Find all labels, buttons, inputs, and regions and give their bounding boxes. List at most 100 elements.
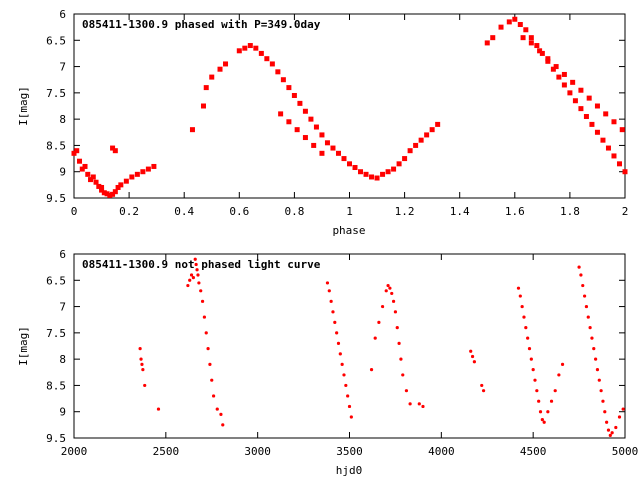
data-point <box>621 407 625 411</box>
data-point <box>622 169 628 175</box>
data-point <box>518 294 522 298</box>
data-point <box>199 289 203 293</box>
data-point <box>200 103 206 109</box>
data-point <box>592 347 596 351</box>
data-point <box>275 69 281 75</box>
data-point <box>560 362 565 366</box>
data-point <box>498 24 504 30</box>
data-point <box>557 373 561 377</box>
data-point <box>611 153 617 159</box>
data-point <box>578 106 584 112</box>
data-point <box>407 148 413 154</box>
data-point <box>517 22 523 28</box>
data-point <box>586 315 590 319</box>
data-point <box>294 127 300 133</box>
data-point <box>333 320 337 324</box>
data-point <box>209 74 215 80</box>
data-point <box>599 389 603 393</box>
data-point <box>112 189 118 195</box>
data-point <box>96 183 102 189</box>
data-point <box>583 114 589 120</box>
data-point <box>352 165 358 171</box>
data-point <box>424 132 430 138</box>
data-point <box>429 127 435 133</box>
data-point <box>537 399 541 403</box>
data-point <box>193 257 197 261</box>
data-point <box>335 331 339 335</box>
data-point <box>88 177 94 183</box>
data-point <box>217 66 223 72</box>
data-point <box>269 61 275 67</box>
data-point <box>586 95 592 101</box>
data-point <box>377 320 381 324</box>
data-point <box>101 190 107 196</box>
data-point <box>93 179 99 185</box>
data-point <box>397 341 401 345</box>
data-point <box>481 389 486 393</box>
data-point <box>582 294 587 298</box>
x-tick-label: 3000 <box>244 445 271 458</box>
data-point <box>535 389 539 393</box>
data-point <box>380 304 385 309</box>
data-point <box>330 145 336 151</box>
x-tick-label: 0.2 <box>119 205 139 218</box>
data-point <box>85 171 91 177</box>
data-point <box>594 357 598 361</box>
data-point <box>417 402 421 406</box>
data-point <box>219 412 223 416</box>
x-tick-label: 0.6 <box>229 205 249 218</box>
data-point <box>196 273 200 277</box>
data-point <box>331 310 335 314</box>
data-point <box>404 389 409 393</box>
data-point <box>616 161 622 167</box>
data-point <box>516 286 521 290</box>
data-point <box>247 43 253 49</box>
data-point <box>393 310 398 314</box>
data-point <box>529 357 533 361</box>
data-point <box>143 383 147 388</box>
data-point <box>151 163 157 169</box>
data-point <box>71 150 77 156</box>
data-point <box>308 116 314 122</box>
data-point <box>608 433 612 437</box>
data-point <box>537 48 543 54</box>
data-point <box>258 50 264 56</box>
x-axis-label: phase <box>332 224 365 237</box>
y-axis-label: I[mag] <box>17 326 30 366</box>
data-point <box>533 378 537 382</box>
data-point <box>319 150 325 156</box>
data-point <box>118 182 124 188</box>
data-point <box>601 399 605 403</box>
data-point <box>374 175 380 181</box>
data-point <box>527 347 532 351</box>
data-points <box>138 257 625 437</box>
data-point <box>384 289 388 293</box>
y-tick-label: 9.5 <box>46 432 66 445</box>
x-tick-label: 1.8 <box>560 205 580 218</box>
y-axis-ticks: 6 6.5 7 7.5 8 8.5 9 9.5 <box>46 248 625 445</box>
y-tick-label: 6.5 <box>46 34 66 47</box>
data-point <box>545 58 551 64</box>
data-point <box>385 169 391 175</box>
y-tick-label: 6.5 <box>46 274 66 287</box>
data-point <box>506 19 512 25</box>
data-point <box>347 404 352 409</box>
x-tick-label: 5000 <box>612 445 639 458</box>
data-point <box>112 148 118 154</box>
x-tick-label: 0 <box>71 205 78 218</box>
data-point <box>388 286 392 290</box>
data-point <box>223 61 229 67</box>
data-point <box>200 299 205 303</box>
data-point <box>610 431 614 435</box>
unphased-light-curve-panel: 6 6.5 7 7.5 8 8.5 9 9.5 2000 2500 3000 3500 4000 450… <box>17 248 638 477</box>
data-point <box>110 145 116 151</box>
y-tick-label: 7 <box>59 301 66 314</box>
data-point <box>570 79 576 85</box>
data-point <box>545 56 551 62</box>
x-tick-label: 2500 <box>153 445 180 458</box>
data-point <box>484 40 490 46</box>
x-tick-label: 1.4 <box>450 205 470 218</box>
data-point <box>531 368 535 372</box>
data-point <box>408 402 412 406</box>
y-tick-label: 9.5 <box>46 192 66 205</box>
